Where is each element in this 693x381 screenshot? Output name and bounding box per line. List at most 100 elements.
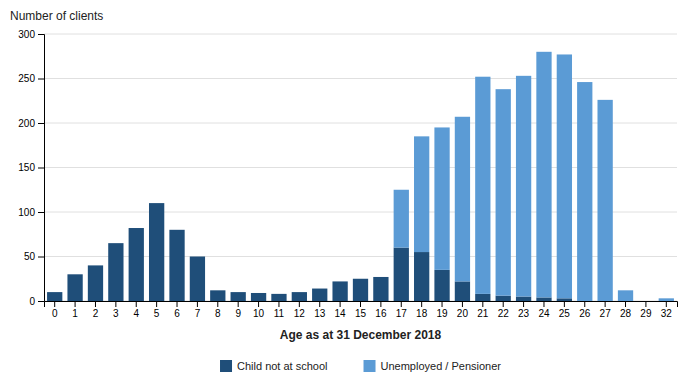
tick-mark: [584, 301, 585, 307]
x-tick: 12: [294, 301, 306, 319]
tick-label: 20: [457, 308, 469, 319]
tick-label: 3: [113, 308, 119, 319]
x-tick: 6: [174, 301, 180, 319]
tick-mark: [38, 79, 44, 80]
tick-mark: [38, 257, 44, 258]
tick-mark: [238, 301, 239, 307]
tick-label: 10: [253, 308, 265, 319]
tick-mark: [177, 301, 178, 307]
bar: [455, 117, 470, 282]
x-tick: 14: [335, 301, 347, 319]
x-axis: 0123456789101112131415161718192021222324…: [45, 301, 678, 319]
x-tick: 9: [235, 301, 241, 319]
bar: [129, 228, 144, 301]
tick-mark: [543, 301, 544, 307]
tick-label: 23: [518, 308, 530, 319]
bar: [536, 297, 551, 301]
tick-mark: [38, 34, 44, 35]
bar: [353, 279, 368, 301]
tick-label: 300: [18, 29, 35, 40]
bar: [414, 252, 429, 301]
x-axis-title: Age as at 31 December 2018: [280, 328, 442, 342]
tick-mark: [319, 301, 320, 307]
legend: Child not at schoolUnemployed / Pensione…: [220, 360, 501, 372]
tick-label: 12: [294, 308, 306, 319]
tick-label: 0: [29, 296, 35, 307]
legend-item: Unemployed / Pensioner: [364, 360, 502, 372]
x-tick: 17: [396, 301, 408, 319]
y-tick: 200: [18, 118, 44, 129]
bar: [496, 89, 511, 295]
grid-line: [44, 34, 677, 35]
x-tick: 25: [559, 301, 571, 319]
bar-series: [47, 203, 572, 301]
tick-mark: [523, 301, 524, 307]
chart: 0501001502002503000123456789101112131415…: [0, 0, 693, 381]
tick-label: 50: [24, 251, 36, 262]
bar: [210, 290, 225, 301]
x-tick: 18: [416, 301, 428, 319]
tick-mark: [38, 301, 44, 302]
tick-mark: [645, 301, 646, 307]
tick-label: 25: [559, 308, 571, 319]
x-tick: 26: [579, 301, 591, 319]
tick-mark: [462, 301, 463, 307]
x-tick: 0: [52, 301, 58, 319]
x-tick: 8: [215, 301, 221, 319]
bar: [149, 203, 164, 204]
tick-mark: [380, 301, 381, 307]
tick-label: 32: [661, 308, 673, 319]
x-tick: 21: [477, 301, 489, 319]
legend-label: Unemployed / Pensioner: [381, 360, 502, 372]
bar: [332, 281, 347, 282]
tick-mark: [197, 301, 198, 307]
tick-mark: [38, 168, 44, 169]
bar: [231, 292, 246, 301]
tick-label: 19: [436, 308, 448, 319]
tick-label: 200: [18, 118, 35, 129]
tick-label: 11: [274, 308, 285, 319]
bar: [312, 289, 327, 301]
tick-mark: [666, 301, 667, 307]
tick-mark: [360, 301, 361, 307]
bar: [231, 292, 246, 293]
bar: [455, 281, 470, 301]
grid: [44, 34, 677, 301]
tick-label: 2: [93, 308, 99, 319]
tick-label: 6: [174, 308, 180, 319]
tick-mark: [75, 301, 76, 307]
x-tick: 22: [498, 301, 510, 319]
y-tick: 0: [29, 296, 44, 307]
tick-label: 15: [355, 308, 367, 319]
tick-label: 17: [396, 308, 408, 319]
tick-mark: [258, 301, 259, 307]
x-tick: 29: [640, 301, 652, 319]
bar: [271, 293, 286, 294]
bar: [557, 54, 572, 298]
bar: [169, 230, 184, 301]
tick-label: 18: [416, 308, 428, 319]
y-axis-title: Number of clients: [10, 9, 103, 23]
tick-mark: [564, 301, 565, 307]
x-tick: 10: [253, 301, 265, 319]
bar: [312, 288, 327, 289]
x-tick: 5: [154, 301, 160, 319]
legend-swatch: [364, 360, 376, 372]
y-tick: 100: [18, 207, 44, 218]
bar: [47, 292, 62, 301]
tick-mark: [442, 301, 443, 307]
tick-label: 22: [498, 308, 510, 319]
bar: [516, 297, 531, 301]
bar: [67, 274, 82, 301]
tick-label: 26: [579, 308, 591, 319]
bar: [577, 82, 592, 301]
bar: [394, 248, 409, 301]
bar: [251, 293, 266, 301]
bar: [108, 243, 123, 301]
tick-mark: [156, 301, 157, 307]
x-tick: 27: [600, 301, 612, 319]
bar: [638, 301, 653, 302]
tick-mark: [625, 301, 626, 307]
bar: [353, 278, 368, 279]
tick-mark: [605, 301, 606, 307]
